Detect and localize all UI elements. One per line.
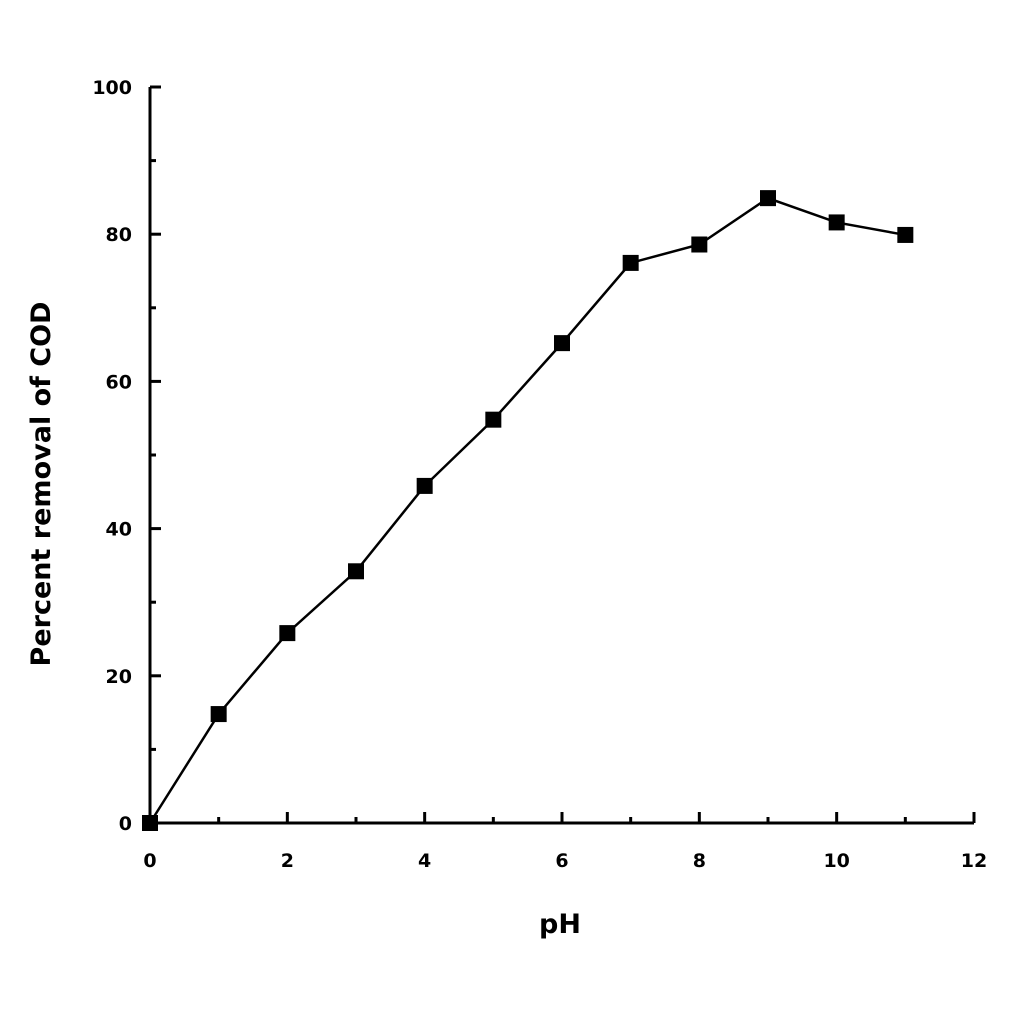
series-line: [148, 196, 906, 824]
y-tick-label: 100: [92, 77, 132, 99]
y-tick-label: 80: [106, 224, 132, 246]
x-tick-label: 10: [823, 850, 849, 872]
y-tick-label: 20: [106, 666, 132, 688]
data-point: [142, 815, 158, 831]
x-tick-label: 4: [418, 850, 431, 872]
data-point: [760, 190, 776, 207]
data-point: [210, 706, 227, 723]
chart-axes: 0 2 4 6 8 10 12 0 20 40 60 80 100: [92, 77, 987, 872]
data-point: [691, 236, 708, 253]
x-tick-label: 2: [281, 850, 294, 872]
data-point: [279, 625, 296, 642]
data-point: [897, 226, 914, 243]
data-point: [622, 254, 639, 271]
x-axis-title: pH: [539, 909, 581, 940]
data-point: [554, 335, 570, 352]
x-tick-label: 12: [961, 850, 987, 872]
y-tick-label: 0: [119, 813, 132, 835]
y-tick-label: 60: [106, 371, 132, 393]
data-point: [348, 563, 364, 580]
plot-area: [142, 190, 914, 831]
x-tick-label: 0: [143, 850, 156, 872]
data-point: [828, 214, 845, 231]
data-point: [416, 477, 433, 494]
x-tick-label: 6: [555, 850, 568, 872]
x-tick-label: 8: [693, 850, 706, 872]
data-point: [485, 411, 502, 428]
y-tick-label: 40: [106, 519, 132, 541]
y-axis-title: Percent removal of COD: [26, 302, 57, 667]
